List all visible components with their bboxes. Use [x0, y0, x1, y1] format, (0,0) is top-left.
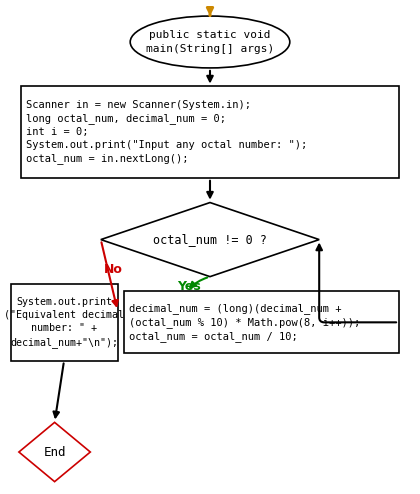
- Text: octal_num != 0 ?: octal_num != 0 ?: [153, 233, 267, 246]
- Text: System.out.print
("Equivalent decimal
number: " +
decimal_num+"\n");: System.out.print ("Equivalent decimal nu…: [4, 297, 124, 348]
- Bar: [10, 284, 118, 361]
- Bar: [21, 86, 399, 178]
- Text: End: End: [43, 446, 66, 458]
- Polygon shape: [19, 422, 90, 482]
- Bar: [124, 291, 399, 353]
- Ellipse shape: [130, 16, 290, 68]
- Polygon shape: [101, 203, 319, 277]
- Text: public static void
main(String[] args): public static void main(String[] args): [146, 31, 274, 53]
- Text: Yes: Yes: [177, 280, 201, 293]
- Text: decimal_num = (long)(decimal_num +
(octal_num % 10) * Math.pow(8, i++));
octal_n: decimal_num = (long)(decimal_num + (octa…: [129, 303, 360, 342]
- Text: Scanner in = new Scanner(System.in);
long octal_num, decimal_num = 0;
int i = 0;: Scanner in = new Scanner(System.in); lon…: [26, 100, 307, 165]
- Text: No: No: [104, 263, 123, 276]
